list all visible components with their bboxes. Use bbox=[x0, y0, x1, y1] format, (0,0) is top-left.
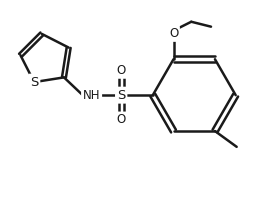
Text: O: O bbox=[169, 27, 178, 40]
Text: S: S bbox=[117, 89, 125, 102]
Text: NH: NH bbox=[83, 89, 100, 102]
Text: S: S bbox=[30, 76, 38, 89]
Text: O: O bbox=[117, 113, 126, 126]
Text: O: O bbox=[117, 64, 126, 77]
